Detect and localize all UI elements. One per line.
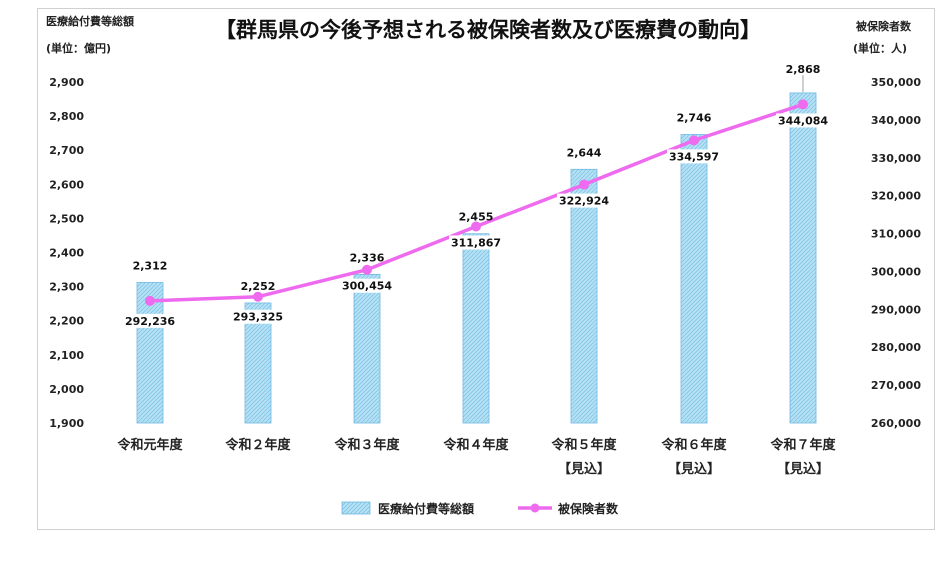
bar — [680, 134, 708, 424]
y-right-tick-labels: 260,000 270,000 280,000 290,000 300,000 310,0… — [871, 76, 921, 430]
line-value-label: 322,924 — [559, 195, 609, 208]
legend-swatch-bar — [341, 501, 371, 515]
line-point — [579, 179, 589, 190]
line-point — [798, 99, 808, 110]
line-label-bg — [667, 149, 721, 164]
category-sublabel: 【見込】 — [558, 461, 610, 477]
y-left-axis-unit: (単位：億円) — [46, 41, 111, 55]
bar — [462, 233, 490, 424]
y-left-tick-label: 2,900 — [49, 76, 84, 89]
bar-value-label: 2,252 — [241, 280, 276, 293]
line-point — [253, 291, 263, 302]
category-sublabel: 【見込】 — [777, 461, 829, 477]
bar — [353, 273, 381, 424]
bar — [570, 168, 598, 424]
y-right-tick-label: 340,000 — [871, 114, 921, 127]
bar-value-label: 2,868 — [786, 63, 821, 76]
category-label: 令和元年度 — [117, 437, 183, 453]
bar-value-label: 2,644 — [567, 146, 602, 159]
line-value-label: 311,867 — [451, 236, 501, 249]
category-label: 令和４年度 — [443, 437, 509, 453]
y-left-tick-label: 2,000 — [49, 383, 84, 396]
y-right-tick-label: 300,000 — [871, 265, 921, 278]
bar — [789, 92, 817, 424]
y-right-tick-label: 310,000 — [871, 228, 921, 241]
y-left-tick-label: 2,800 — [49, 110, 84, 123]
category-label: 令和６年度 — [661, 437, 727, 453]
line-value-label: 334,597 — [669, 150, 719, 163]
y-left-tick-label: 2,700 — [49, 144, 84, 157]
y-left-tick-label: 2,100 — [49, 349, 84, 362]
line-point — [145, 295, 155, 306]
y-right-tick-label: 260,000 — [871, 417, 921, 430]
chart-title: 【群馬県の今後予想される被保険者数及び医療費の動向】 — [215, 17, 761, 42]
category-label: 令和２年度 — [225, 437, 291, 453]
line-value-label: 300,454 — [342, 280, 392, 293]
line-series — [145, 99, 808, 306]
category-labels: 令和元年度 令和２年度 令和３年度 令和４年度 令和５年度【見込】 令和６年度【見込】 令和… — [117, 437, 836, 477]
line-value-label: 292,236 — [125, 315, 175, 328]
y-left-tick-label: 2,600 — [49, 178, 84, 191]
line-point — [689, 135, 699, 146]
bar-value-label: 2,746 — [677, 112, 712, 125]
y-right-tick-label: 320,000 — [871, 190, 921, 203]
y-right-tick-label: 290,000 — [871, 303, 921, 316]
line-value-label: 293,325 — [233, 311, 283, 324]
line-label-bg — [340, 278, 394, 293]
y-left-tick-label: 2,500 — [49, 212, 84, 225]
line-point — [471, 221, 481, 232]
line-label-bg — [776, 113, 830, 128]
bar-value-label: 2,455 — [459, 211, 494, 224]
line-label-bg — [449, 235, 503, 250]
y-right-tick-label: 350,000 — [871, 76, 921, 89]
category-label: 令和３年度 — [334, 437, 400, 453]
line-label-bg — [231, 309, 285, 324]
y-left-tick-label: 2,300 — [49, 281, 84, 294]
line-point — [362, 264, 372, 275]
legend-swatch-marker — [530, 503, 540, 513]
category-label: 令和７年度 — [770, 437, 836, 453]
bar-series — [136, 92, 817, 424]
line-label-bg — [557, 193, 611, 208]
y-right-tick-label: 330,000 — [871, 152, 921, 165]
y-left-tick-labels: 1,900 2,000 2,100 2,200 2,300 2,400 2,500 2,600… — [49, 76, 84, 430]
legend-label-line: 被保険者数 — [558, 501, 619, 516]
bar-value-label: 2,312 — [133, 260, 168, 273]
y-right-tick-label: 280,000 — [871, 341, 921, 354]
line-label-bg — [123, 313, 177, 328]
line-value-label: 344,084 — [778, 114, 828, 127]
category-label: 令和５年度 — [551, 437, 617, 453]
y-right-axis-unit: (単位：人) — [853, 41, 907, 55]
category-sublabel: 【見込】 — [668, 461, 720, 477]
y-left-tick-label: 2,200 — [49, 315, 84, 328]
legend-label-bar: 医療給付費等総額 — [378, 501, 474, 516]
y-right-axis-title: 被保険者数 — [856, 19, 912, 33]
legend: 医療給付費等総額 被保険者数 — [341, 501, 619, 516]
y-left-axis-title: 医療給付費等総額 — [46, 14, 134, 28]
y-left-tick-label: 1,900 — [49, 417, 84, 430]
y-left-tick-label: 2,400 — [49, 247, 84, 260]
data-labels: 2,312 2,252 2,336 2,455 2,644 2,746 2,868 292,2… — [123, 63, 830, 328]
y-right-tick-label: 270,000 — [871, 379, 921, 392]
bar-value-label: 2,336 — [350, 251, 385, 264]
bar — [136, 282, 164, 424]
